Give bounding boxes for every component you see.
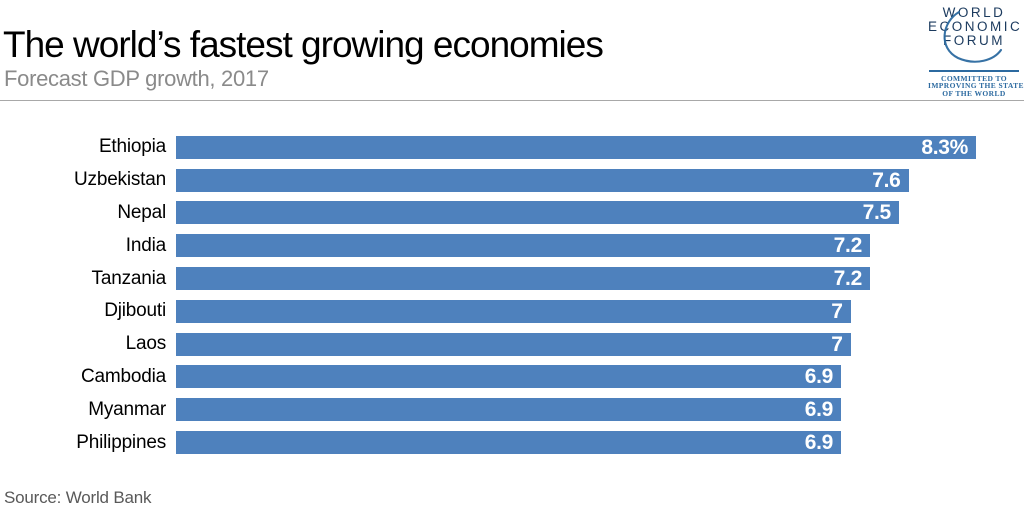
category-label: Myanmar bbox=[88, 398, 166, 420]
wef-logo: WORLD ECONOMIC FORUM COMMITTED TO IMPROV… bbox=[928, 5, 1024, 98]
bar-tanzania: 7.2 bbox=[176, 267, 870, 291]
chart-row: Philippines 6.9 bbox=[0, 426, 1024, 459]
bar-value-label: 6.9 bbox=[804, 398, 834, 422]
bar-track: 6.9 bbox=[176, 365, 976, 389]
bar-track: 7.6 bbox=[176, 168, 976, 192]
bar-track: 6.9 bbox=[176, 398, 976, 422]
wef-logo-word-2: ECONOMIC bbox=[928, 19, 1023, 34]
wef-tagline-line-1: COMMITTED TO bbox=[941, 73, 1007, 83]
bar-laos: 7 bbox=[176, 332, 851, 356]
wef-logo-word-3: FORUM bbox=[943, 33, 1005, 48]
bar-value-label: 7 bbox=[831, 299, 843, 323]
bar-djibouti: 7 bbox=[176, 299, 851, 323]
category-label: Tanzania bbox=[91, 267, 167, 289]
page-title: The world’s fastest growing economies bbox=[3, 24, 604, 65]
bar-track: 8.3% bbox=[176, 135, 976, 159]
category-label: India bbox=[125, 234, 166, 256]
page-subtitle: Forecast GDP growth, 2017 bbox=[4, 66, 269, 91]
bar-value-label: 6.9 bbox=[804, 431, 834, 455]
bar-uzbekistan: 7.6 bbox=[176, 168, 909, 192]
bar-value-label: 7 bbox=[831, 332, 843, 356]
bar-value-label: 7.2 bbox=[833, 234, 863, 258]
category-label: Laos bbox=[125, 333, 167, 355]
category-label: Nepal bbox=[117, 201, 166, 223]
bar-track: 7.2 bbox=[176, 267, 976, 291]
bar-ethiopia: 8.3% bbox=[176, 135, 976, 159]
bar-nepal: 7.5 bbox=[176, 201, 899, 225]
wef-tagline-line-2: IMPROVING THE STATE bbox=[928, 81, 1024, 90]
wef-tagline-line-3: OF THE WORLD bbox=[942, 88, 1006, 98]
bar-value-label: 7.2 bbox=[833, 267, 863, 291]
bar-track: 6.9 bbox=[176, 431, 976, 455]
chart-row: Myanmar 6.9 bbox=[0, 393, 1024, 426]
chart-row: Cambodia 6.9 bbox=[0, 361, 1024, 394]
bar-track: 7 bbox=[176, 299, 976, 323]
chart-row: Tanzania 7.2 bbox=[0, 262, 1024, 295]
category-label: Philippines bbox=[76, 431, 166, 453]
bar-value-label: 6.9 bbox=[804, 365, 834, 389]
chart-row: Uzbekistan 7.6 bbox=[0, 164, 1024, 197]
category-label: Djibouti bbox=[104, 300, 166, 322]
bar-value-label: 8.3% bbox=[921, 135, 968, 159]
bar-track: 7 bbox=[176, 332, 976, 356]
chart-row: Ethiopia 8.3% bbox=[0, 131, 1024, 164]
source-credit: Source: World Bank bbox=[4, 488, 152, 507]
bar-track: 7.5 bbox=[176, 201, 976, 225]
wef-logo-divider bbox=[929, 70, 1019, 72]
bar-myanmar: 6.9 bbox=[176, 398, 842, 422]
category-label: Cambodia bbox=[80, 365, 166, 387]
wef-logo-word-1: WORLD bbox=[942, 5, 1006, 20]
bar-india: 7.2 bbox=[176, 234, 870, 258]
chart-row: Laos 7 bbox=[0, 328, 1024, 361]
header-divider bbox=[0, 100, 1024, 101]
chart-row: India 7.2 bbox=[0, 229, 1024, 262]
category-label: Uzbekistan bbox=[74, 169, 166, 191]
bar-cambodia: 6.9 bbox=[176, 365, 842, 389]
chart-row: Djibouti 7 bbox=[0, 295, 1024, 328]
bar-track: 7.2 bbox=[176, 234, 976, 258]
bar-chart: Ethiopia 8.3% Uzbekistan 7.6 Nepal 7.5 India 7.… bbox=[0, 131, 1024, 459]
chart-row: Nepal 7.5 bbox=[0, 197, 1024, 230]
category-label: Ethiopia bbox=[98, 136, 166, 158]
bar-value-label: 7.6 bbox=[872, 168, 901, 192]
bar-philippines: 6.9 bbox=[176, 431, 842, 455]
bar-value-label: 7.5 bbox=[862, 201, 892, 225]
